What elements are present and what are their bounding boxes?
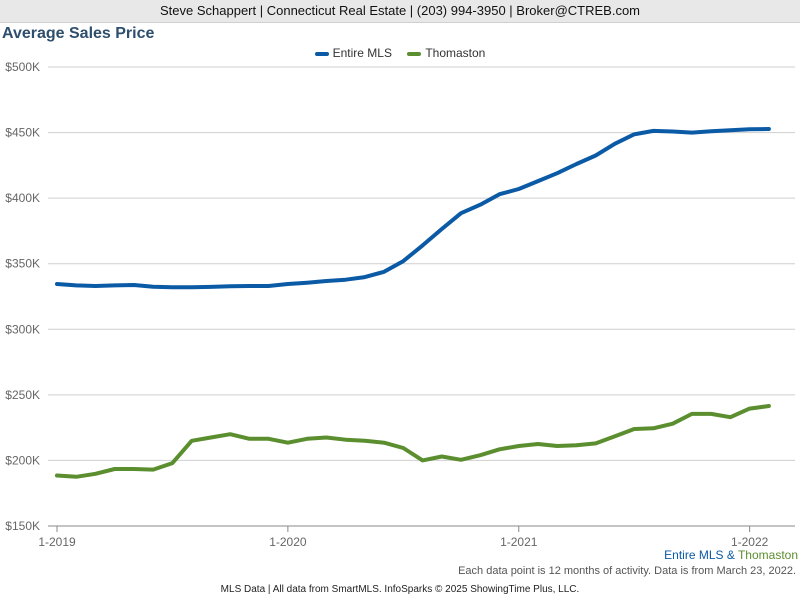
caption-thomaston: Thomaston	[737, 548, 798, 562]
y-tick-label: $150K	[5, 519, 40, 533]
y-tick-label: $300K	[5, 322, 40, 336]
contact-header: Steve Schappert | Connecticut Real Estat…	[0, 0, 800, 23]
y-tick-label: $450K	[5, 126, 40, 140]
caption-entire-mls: Entire MLS	[664, 548, 724, 562]
chart-legend: Entire MLS Thomaston	[0, 46, 800, 60]
y-tick-label: $200K	[5, 453, 40, 467]
legend-swatch-thomaston	[407, 51, 422, 56]
x-tick-label: 1-2021	[500, 535, 538, 549]
series-caption: Entire MLS & Thomaston	[664, 548, 798, 562]
series-line-entire-mls	[55, 127, 771, 290]
legend-label-entire-mls: Entire MLS	[332, 46, 392, 60]
x-tick-label: 1-2020	[269, 535, 307, 549]
y-tick-label: $400K	[5, 191, 40, 205]
x-tick-label: 1-2022	[731, 535, 769, 549]
y-tick-label: $350K	[5, 257, 40, 271]
legend-swatch-entire-mls	[314, 51, 329, 56]
footer-source: MLS Data | All data from SmartMLS. InfoS…	[220, 584, 580, 595]
legend-item-thomaston[interactable]: Thomaston	[407, 46, 485, 60]
legend-label-thomaston: Thomaston	[425, 46, 486, 60]
x-tick-label: 1-2019	[38, 535, 76, 549]
series-line-thomaston	[55, 404, 771, 479]
data-note: Each data point is 12 months of activity…	[458, 565, 796, 577]
legend-item-entire-mls[interactable]: Entire MLS	[314, 46, 392, 60]
y-tick-label: $250K	[5, 388, 40, 402]
y-tick-label: $500K	[5, 60, 40, 74]
caption-ampersand: &	[723, 548, 738, 562]
chart-title: Average Sales Price	[2, 25, 155, 42]
